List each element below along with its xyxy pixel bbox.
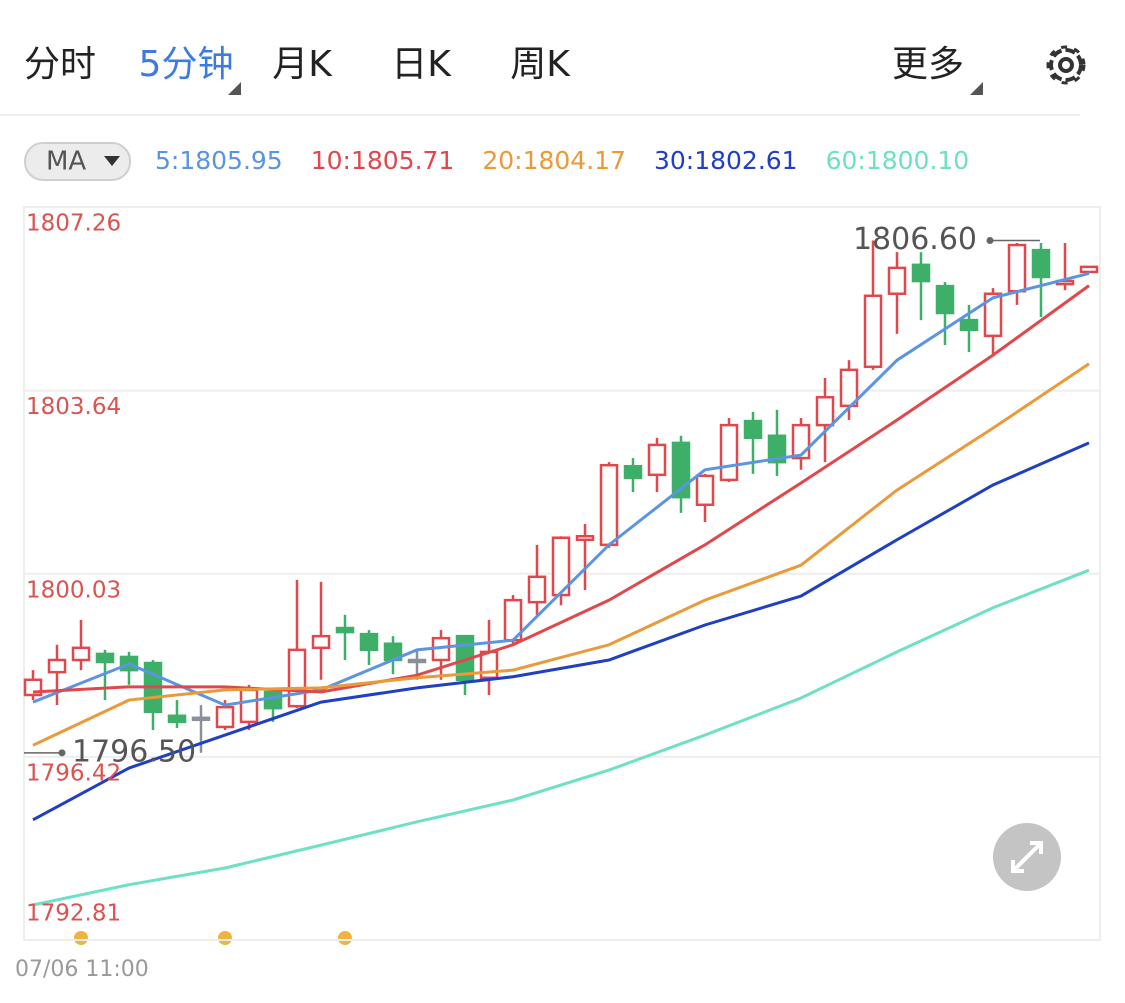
candle-body [263,690,283,710]
y-tick-label: 1800.03 [26,577,121,603]
ma-line [32,568,1090,907]
x-axis-label: 07/06 11:00 [15,957,149,982]
y-tick-label: 1792.81 [26,901,121,927]
tab[interactable]: 日K [391,44,452,85]
annotation-label: 1806.60 [853,222,977,257]
candle-body [407,658,427,664]
candle-body [623,464,643,480]
candle-body [335,626,355,634]
ma-label: MA [46,147,86,177]
candle-body [359,632,379,652]
settings-icon[interactable] [1046,45,1086,85]
ma-line [32,284,1090,694]
candle-body [887,266,907,295]
candle-body [239,688,259,724]
tab-caret [228,82,241,95]
legend-entry: 30:1802.61 [654,146,798,175]
candle-body [647,443,667,477]
ma-line [32,271,1090,707]
legend-entry: 20:1804.17 [482,146,626,175]
more-tab[interactable]: 更多 [892,44,964,85]
gear-hub [1058,57,1074,73]
candle-body [911,263,931,283]
candle-body [719,423,739,482]
ma-line [32,362,1090,747]
event-dot[interactable] [74,931,88,945]
legend-entry: 5:1805.95 [155,146,283,175]
candle-body [215,705,235,729]
candle-body [311,634,331,650]
candle-body [935,284,955,315]
ma-line [32,441,1090,822]
candle-body [287,648,307,708]
tab[interactable]: 周K [510,44,571,85]
event-dot[interactable] [338,931,352,945]
candle-body [551,536,571,597]
y-tick-label: 1796.42 [26,760,121,786]
annotation-label: 1796.50 [72,734,196,769]
annotation-dot [58,749,66,757]
candle-body [71,646,91,662]
ma-caret [104,156,120,166]
candle-body [527,575,547,604]
y-tick-label: 1803.64 [26,394,121,420]
candle-body [95,652,115,664]
gear-ring [1049,48,1083,82]
candle-body [167,714,187,724]
event-dot[interactable] [218,931,232,945]
legend-entry: 60:1800.10 [826,146,970,175]
ma-selector[interactable] [24,142,131,181]
y-tick-label: 1807.26 [26,211,121,237]
tab[interactable]: 分时 [24,44,96,85]
candle-body [1079,265,1099,274]
candle-body [599,463,619,547]
candle-body [1031,248,1051,279]
tab[interactable]: 月K [272,44,333,85]
candle-body [695,474,715,507]
annotation-dot [986,236,994,244]
legend-entry: 10:1805.71 [311,146,455,175]
candle-body [863,294,883,369]
more-caret [970,82,983,95]
candle-body [767,434,787,464]
expand-icon [1011,841,1043,873]
gear-teeth [1046,45,1086,85]
tab[interactable]: 5分钟 [139,44,234,85]
plot [23,206,1100,941]
candle-body [959,318,979,332]
candle-body [575,534,595,542]
candle-body [815,395,835,427]
candle-body [47,658,67,674]
candle-body [191,716,211,722]
candle-body [1007,243,1027,293]
candle-body [983,292,1003,338]
candle-body [743,419,763,440]
